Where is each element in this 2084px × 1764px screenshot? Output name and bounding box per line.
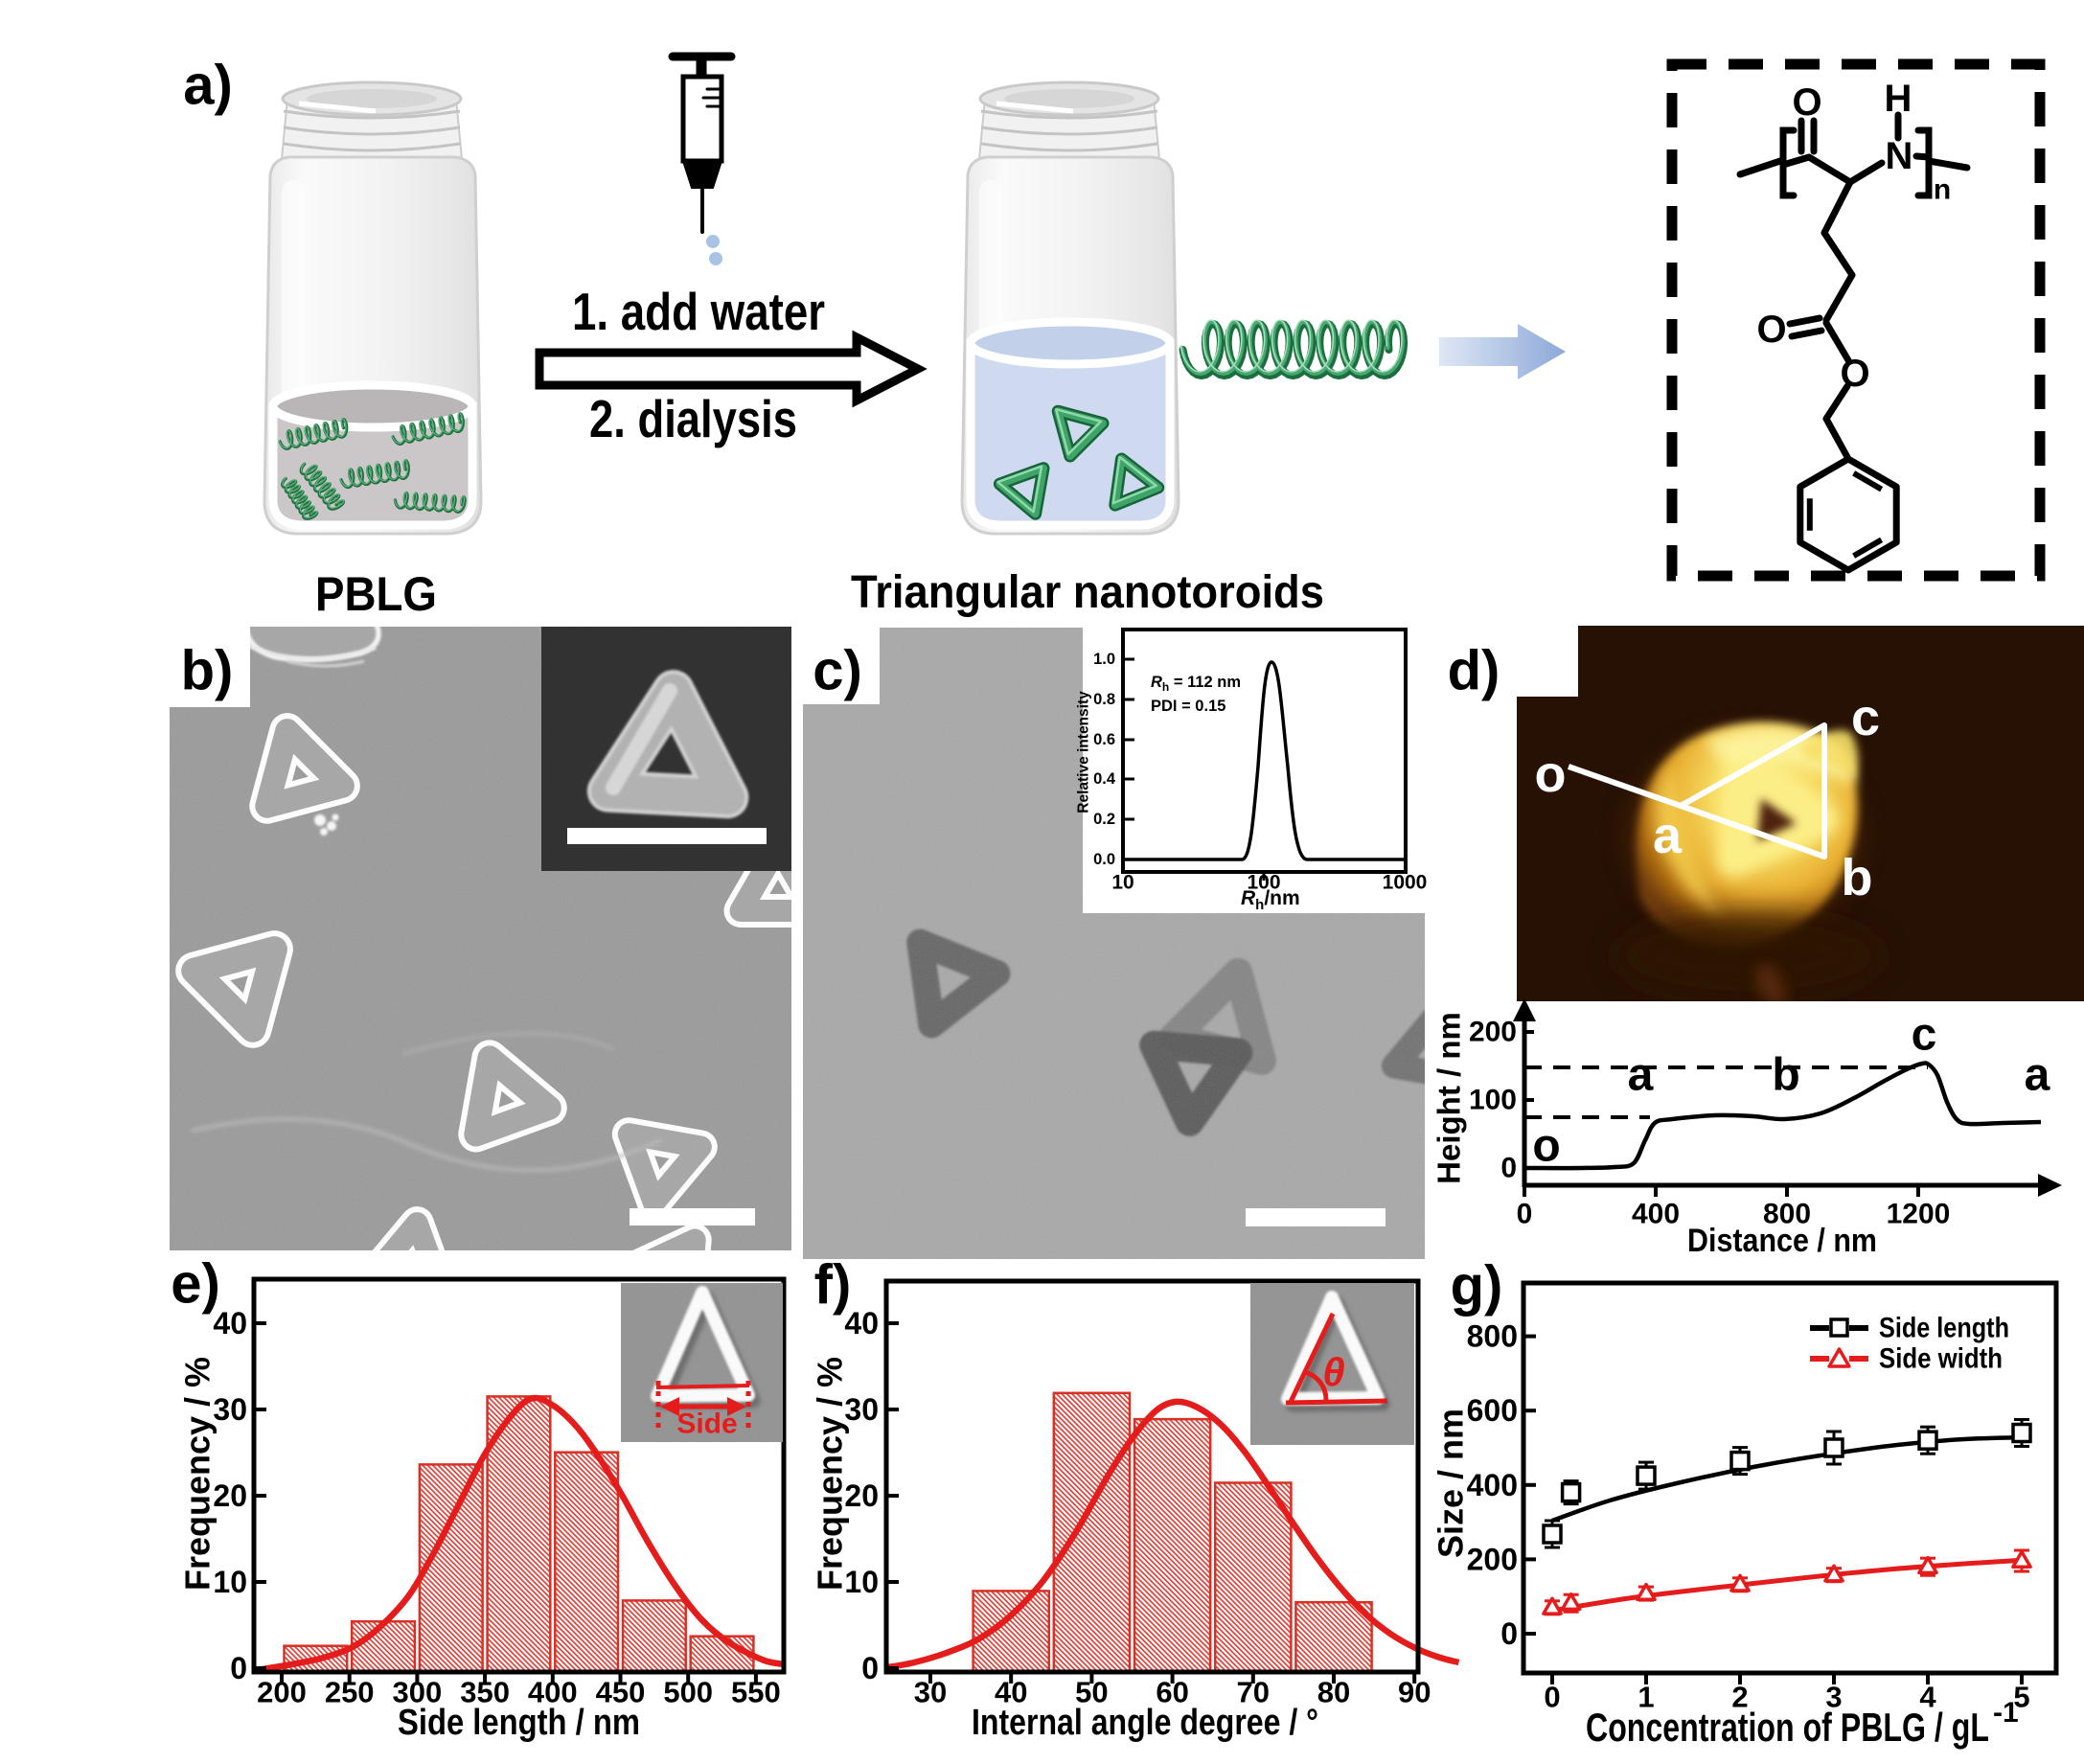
svg-text:550: 550 bbox=[731, 1676, 781, 1709]
svg-text:500: 500 bbox=[663, 1676, 713, 1709]
svg-text:60: 60 bbox=[1156, 1676, 1188, 1709]
svg-text:2: 2 bbox=[1731, 1681, 1748, 1714]
svg-text:400: 400 bbox=[1632, 1199, 1680, 1230]
svg-text:c: c bbox=[1912, 1010, 1937, 1061]
svg-text:n: n bbox=[1934, 174, 1951, 206]
svg-text:0.6: 0.6 bbox=[1093, 731, 1115, 748]
svg-text:300: 300 bbox=[393, 1676, 443, 1709]
svg-text:PDI = 0.15: PDI = 0.15 bbox=[1151, 698, 1225, 715]
svg-text:1200: 1200 bbox=[1887, 1199, 1951, 1230]
svg-text:100: 100 bbox=[1247, 872, 1280, 894]
svg-text:90: 90 bbox=[1398, 1676, 1431, 1709]
svg-text:O: O bbox=[1792, 81, 1821, 124]
svg-text:0: 0 bbox=[1544, 1681, 1560, 1714]
svg-text:o: o bbox=[1532, 1121, 1560, 1172]
svg-text:30: 30 bbox=[844, 1392, 879, 1427]
svg-text:Side length / nm: Side length / nm bbox=[398, 1703, 640, 1743]
svg-text:b: b bbox=[1842, 849, 1873, 906]
svg-text:450: 450 bbox=[596, 1676, 646, 1709]
svg-text:0.4: 0.4 bbox=[1093, 770, 1116, 788]
svg-text:800: 800 bbox=[1467, 1319, 1518, 1354]
svg-text:c): c) bbox=[813, 640, 862, 702]
svg-text:Concentration of PBLG / gL: Concentration of PBLG / gL bbox=[1586, 1705, 1989, 1750]
svg-text:1: 1 bbox=[1637, 1681, 1654, 1714]
svg-text:e): e) bbox=[171, 1253, 220, 1316]
svg-text:40: 40 bbox=[995, 1676, 1027, 1709]
svg-text:30: 30 bbox=[213, 1392, 247, 1427]
svg-text:b: b bbox=[1772, 1050, 1799, 1101]
svg-text:PBLG: PBLG bbox=[315, 567, 437, 621]
svg-text:200: 200 bbox=[257, 1676, 307, 1709]
svg-text:Rh = 112 nm: Rh = 112 nm bbox=[1151, 674, 1241, 694]
svg-text:a): a) bbox=[183, 55, 233, 117]
svg-text:0: 0 bbox=[861, 1651, 879, 1685]
svg-text:1.0: 1.0 bbox=[1093, 651, 1115, 668]
svg-text:10: 10 bbox=[844, 1565, 879, 1599]
svg-text:1. add water: 1. add water bbox=[572, 282, 825, 341]
svg-text:Rh/nm: Rh/nm bbox=[1241, 887, 1300, 913]
svg-text:20: 20 bbox=[844, 1478, 879, 1513]
svg-text:Triangular nanotoroids: Triangular nanotoroids bbox=[851, 567, 1324, 618]
svg-text:c: c bbox=[1851, 689, 1880, 746]
svg-text:0.0: 0.0 bbox=[1093, 851, 1115, 868]
svg-text:4: 4 bbox=[1919, 1681, 1936, 1714]
svg-text:d): d) bbox=[1448, 640, 1500, 702]
svg-text:Frequency / %: Frequency / % bbox=[811, 1357, 850, 1591]
svg-text:3: 3 bbox=[1825, 1681, 1842, 1714]
svg-text:Side width: Side width bbox=[1879, 1343, 2003, 1375]
svg-text:70: 70 bbox=[1237, 1676, 1270, 1709]
svg-text:o: o bbox=[1535, 745, 1567, 803]
svg-text:350: 350 bbox=[460, 1676, 510, 1709]
svg-text:a: a bbox=[1628, 1050, 1654, 1101]
svg-text:Distance / nm: Distance / nm bbox=[1687, 1223, 1877, 1259]
svg-text:200: 200 bbox=[1467, 1542, 1518, 1576]
svg-text:0.8: 0.8 bbox=[1093, 691, 1115, 708]
svg-text:200: 200 bbox=[1469, 1017, 1517, 1048]
svg-text:0: 0 bbox=[230, 1651, 247, 1685]
svg-text:10: 10 bbox=[213, 1565, 247, 1599]
svg-text:100: 100 bbox=[1469, 1085, 1517, 1116]
svg-text:a: a bbox=[2025, 1050, 2050, 1101]
svg-text:f): f) bbox=[814, 1254, 852, 1317]
svg-text:H: H bbox=[1885, 78, 1912, 120]
svg-text:0: 0 bbox=[1500, 1616, 1518, 1651]
svg-text:N: N bbox=[1886, 135, 1913, 177]
svg-text:30: 30 bbox=[914, 1676, 947, 1709]
svg-text:250: 250 bbox=[325, 1676, 375, 1709]
svg-text:40: 40 bbox=[844, 1306, 879, 1340]
svg-text:20: 20 bbox=[213, 1478, 247, 1513]
svg-text:O: O bbox=[1756, 309, 1786, 351]
svg-text:Frequency / %: Frequency / % bbox=[178, 1357, 218, 1591]
svg-text:50: 50 bbox=[1075, 1676, 1108, 1709]
svg-text:Size / nm: Size / nm bbox=[1431, 1409, 1471, 1558]
svg-text:b): b) bbox=[181, 640, 234, 702]
svg-text:0: 0 bbox=[1500, 1153, 1517, 1184]
svg-text:0: 0 bbox=[1517, 1199, 1533, 1230]
svg-text:0.2: 0.2 bbox=[1093, 811, 1115, 828]
svg-text:10: 10 bbox=[1111, 872, 1134, 894]
svg-text:600: 600 bbox=[1467, 1393, 1518, 1428]
svg-text:80: 80 bbox=[1317, 1676, 1350, 1709]
svg-text:5: 5 bbox=[2013, 1681, 2029, 1714]
svg-text:a: a bbox=[1653, 807, 1683, 864]
svg-text:-1: -1 bbox=[1993, 1697, 2019, 1729]
svg-text:400: 400 bbox=[528, 1676, 578, 1709]
svg-text:Relative intensity: Relative intensity bbox=[1076, 691, 1092, 813]
svg-text:θ: θ bbox=[1322, 1350, 1344, 1395]
svg-text:400: 400 bbox=[1467, 1468, 1518, 1502]
svg-text:800: 800 bbox=[1763, 1199, 1811, 1230]
svg-text:Side: Side bbox=[676, 1409, 737, 1440]
svg-text:40: 40 bbox=[213, 1306, 247, 1340]
svg-text:1000: 1000 bbox=[1383, 872, 1428, 894]
svg-text:g): g) bbox=[1451, 1255, 1503, 1317]
svg-text:Side length: Side length bbox=[1879, 1313, 2009, 1344]
svg-text:O: O bbox=[1840, 353, 1869, 395]
svg-text:2. dialysis: 2. dialysis bbox=[589, 389, 797, 448]
svg-text:Internal angle degree / °: Internal angle degree / ° bbox=[972, 1703, 1318, 1743]
svg-text:Height / nm: Height / nm bbox=[1431, 1012, 1467, 1184]
